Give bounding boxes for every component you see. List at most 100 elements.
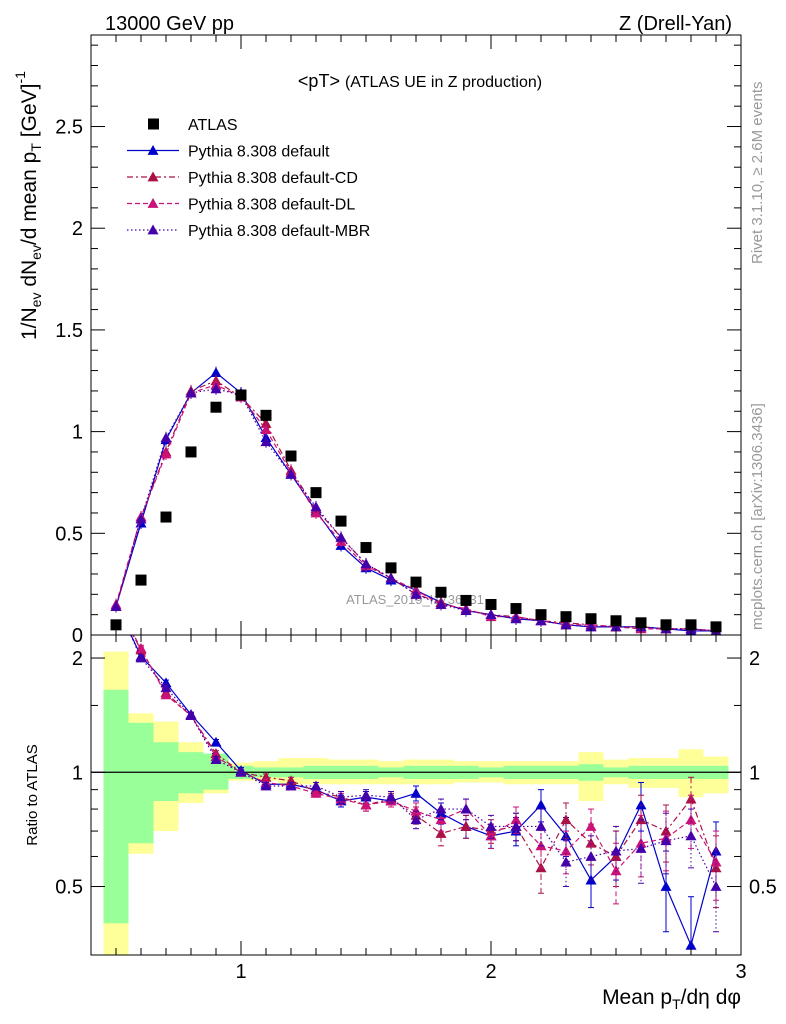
data-point bbox=[285, 450, 297, 462]
data-point bbox=[360, 542, 372, 554]
header-process-label: Z (Drell-Yan) bbox=[619, 13, 732, 35]
data-point bbox=[360, 558, 372, 569]
ratio-y-tick-label: 0.5 bbox=[55, 877, 83, 899]
data-point bbox=[710, 621, 722, 633]
ratio-point bbox=[160, 689, 172, 700]
ratio-point bbox=[235, 766, 247, 777]
ratio-point bbox=[535, 799, 547, 810]
legend-item: Pythia 8.308 default-DL bbox=[127, 197, 355, 214]
ratio-point bbox=[710, 856, 722, 867]
data-point bbox=[260, 424, 272, 434]
data-point bbox=[160, 448, 172, 459]
legend-label: ATLAS bbox=[188, 117, 238, 134]
ratio-series-line-3 bbox=[129, 635, 717, 887]
ratio-point bbox=[210, 736, 222, 747]
ratio-point bbox=[285, 780, 297, 791]
uncertainty-band-inner bbox=[153, 742, 179, 802]
ratio-point bbox=[560, 845, 572, 856]
ratio-point bbox=[385, 791, 397, 802]
data-point bbox=[210, 401, 222, 413]
ratio-point bbox=[335, 791, 347, 802]
ratio-point bbox=[210, 754, 222, 764]
ratio-point bbox=[410, 805, 422, 816]
ratio-point bbox=[660, 835, 672, 846]
data-point bbox=[635, 617, 647, 629]
data-point bbox=[160, 432, 172, 443]
ratio-point bbox=[360, 789, 372, 800]
legend-label: Pythia 8.308 default-DL bbox=[188, 197, 355, 214]
ratio-point bbox=[685, 939, 697, 950]
ratio-point bbox=[635, 842, 647, 853]
data-point bbox=[185, 446, 197, 458]
ratio-point bbox=[510, 820, 522, 831]
ratio-point bbox=[360, 799, 372, 810]
ratio-point bbox=[435, 803, 447, 814]
legend-item: ATLAS bbox=[148, 117, 238, 134]
header-energy-label: 13000 GeV pp bbox=[105, 13, 234, 35]
data-point bbox=[160, 511, 172, 523]
data-point bbox=[660, 619, 672, 631]
data-point bbox=[310, 501, 322, 512]
legend-label: Pythia 8.308 default bbox=[188, 144, 330, 161]
ratio-point bbox=[710, 881, 722, 891]
ratio-point bbox=[260, 780, 272, 791]
legend-marker bbox=[147, 171, 159, 182]
legend-item: Pythia 8.308 default-MBR bbox=[127, 223, 370, 240]
data-point bbox=[260, 436, 272, 447]
ratio-point bbox=[410, 787, 422, 798]
y-tick-label: 2.5 bbox=[55, 117, 83, 139]
data-point bbox=[335, 515, 347, 527]
data-point bbox=[410, 588, 422, 599]
ratio-point bbox=[610, 865, 622, 876]
ratio-y-axis-label: Ratio to ATLAS bbox=[24, 744, 41, 845]
x-tick-label: 3 bbox=[735, 961, 746, 983]
legend-label: Pythia 8.308 default-MBR bbox=[188, 223, 370, 240]
data-point bbox=[285, 468, 297, 479]
ratio-panel: 0.5 0.5 1 1 2 2 1 2 3 Ratio to ATLAS Mean pT/dη dφ bbox=[24, 634, 777, 1012]
ratio-point bbox=[585, 820, 597, 831]
ratio-point bbox=[435, 827, 447, 838]
data-point bbox=[610, 615, 622, 627]
ratio-point bbox=[460, 820, 472, 831]
data-point bbox=[385, 572, 397, 583]
legend: ATLAS Pythia 8.308 default Pythia 8.308 de… bbox=[127, 117, 370, 240]
chart-title: <pT> (ATLAS UE in Z production) bbox=[298, 71, 542, 91]
data-point bbox=[510, 613, 522, 624]
data-point bbox=[485, 598, 497, 610]
x-axis-label: Mean pT/dη dφ bbox=[602, 986, 741, 1012]
ratio-point bbox=[310, 787, 322, 798]
data-point bbox=[335, 531, 347, 542]
data-point bbox=[560, 611, 572, 623]
x-tick-label: 2 bbox=[485, 961, 496, 983]
watermark-label: ATLAS_2019_I1736531 bbox=[346, 592, 484, 607]
data-point bbox=[460, 594, 472, 606]
ratio-point bbox=[135, 652, 147, 663]
y-tick-label: 1 bbox=[72, 422, 83, 444]
data-point bbox=[135, 513, 147, 524]
x-tick-label: 1 bbox=[235, 961, 246, 983]
ratio-point bbox=[485, 820, 497, 831]
legend-item: Pythia 8.308 default-CD bbox=[127, 170, 358, 187]
y-tick-label: 1.5 bbox=[55, 320, 83, 342]
data-point bbox=[560, 619, 572, 630]
ratio-point bbox=[585, 850, 597, 861]
ratio-point bbox=[310, 780, 322, 791]
legend-marker bbox=[147, 145, 159, 155]
ratio-point bbox=[410, 814, 422, 825]
data-point bbox=[585, 613, 597, 625]
data-point bbox=[685, 619, 697, 631]
ratio-point bbox=[635, 837, 647, 848]
ratio-point bbox=[135, 642, 147, 653]
data-point bbox=[410, 576, 422, 588]
ratio-point bbox=[485, 830, 497, 841]
ratio-point bbox=[685, 830, 697, 841]
uncertainty-band-inner bbox=[128, 722, 154, 844]
ratio-point bbox=[510, 814, 522, 825]
ratio-y-tick-label-right: 0.5 bbox=[749, 877, 777, 899]
data-point bbox=[310, 487, 322, 499]
main-panel: ATLAS_2019_I1736531 0 0.5 1 1.5 2 2.5 <pT> (ATL… bbox=[12, 34, 742, 647]
data-point bbox=[510, 603, 522, 615]
y-tick-label: 0 bbox=[72, 625, 83, 647]
uncertainty-band-inner bbox=[103, 689, 129, 924]
